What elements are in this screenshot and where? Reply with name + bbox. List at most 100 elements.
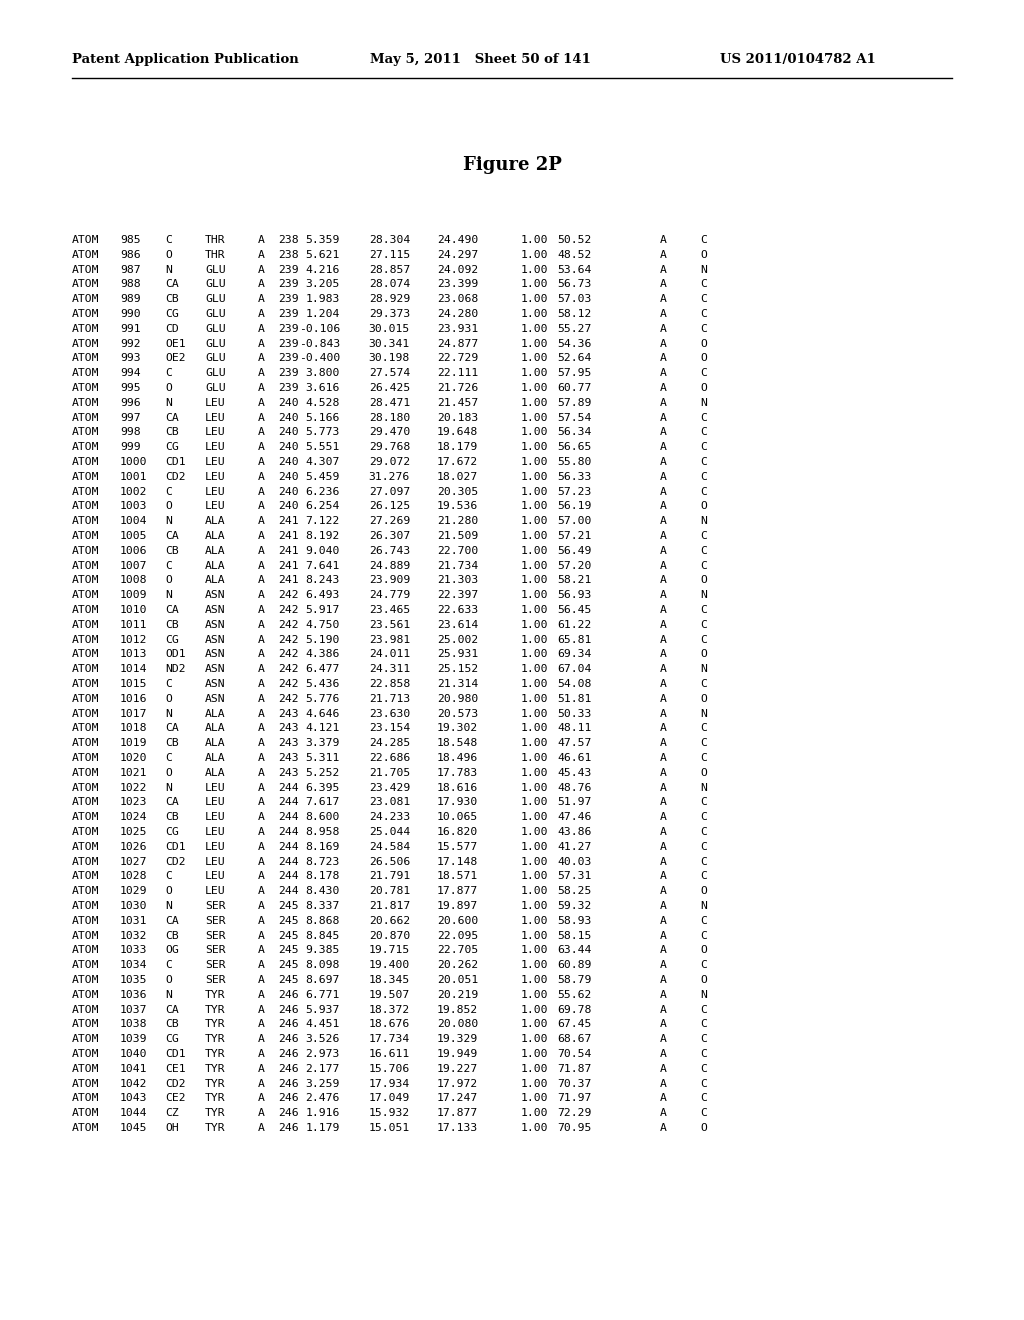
Text: C: C bbox=[700, 871, 707, 882]
Text: 30.341: 30.341 bbox=[369, 339, 410, 348]
Text: 21.457: 21.457 bbox=[437, 397, 478, 408]
Text: C: C bbox=[700, 916, 707, 925]
Text: C: C bbox=[700, 1034, 707, 1044]
Text: LEU: LEU bbox=[205, 442, 225, 453]
Text: 5.459: 5.459 bbox=[305, 471, 340, 482]
Text: 17.049: 17.049 bbox=[369, 1093, 410, 1104]
Text: C: C bbox=[700, 545, 707, 556]
Text: 1.00: 1.00 bbox=[520, 264, 548, 275]
Text: 19.949: 19.949 bbox=[437, 1049, 478, 1059]
Text: 21.303: 21.303 bbox=[437, 576, 478, 585]
Text: 1.00: 1.00 bbox=[520, 249, 548, 260]
Text: C: C bbox=[700, 1093, 707, 1104]
Text: C: C bbox=[165, 487, 172, 496]
Text: 45.43: 45.43 bbox=[558, 768, 592, 777]
Text: 244: 244 bbox=[278, 842, 299, 851]
Text: C: C bbox=[700, 678, 707, 689]
Text: 995: 995 bbox=[120, 383, 140, 393]
Text: A: A bbox=[258, 842, 265, 851]
Text: CB: CB bbox=[165, 294, 179, 304]
Text: O: O bbox=[700, 945, 707, 956]
Text: 30.198: 30.198 bbox=[369, 354, 410, 363]
Text: 1.00: 1.00 bbox=[520, 428, 548, 437]
Text: A: A bbox=[660, 945, 667, 956]
Text: A: A bbox=[258, 738, 265, 748]
Text: 18.616: 18.616 bbox=[437, 783, 478, 792]
Text: LEU: LEU bbox=[205, 428, 225, 437]
Text: 985: 985 bbox=[120, 235, 140, 246]
Text: 1.00: 1.00 bbox=[520, 916, 548, 925]
Text: 21.509: 21.509 bbox=[437, 531, 478, 541]
Text: ATOM: ATOM bbox=[72, 309, 99, 319]
Text: 20.183: 20.183 bbox=[437, 413, 478, 422]
Text: 22.705: 22.705 bbox=[437, 945, 478, 956]
Text: 1.00: 1.00 bbox=[520, 945, 548, 956]
Text: 1.916: 1.916 bbox=[305, 1109, 340, 1118]
Text: LEU: LEU bbox=[205, 886, 225, 896]
Text: 8.243: 8.243 bbox=[305, 576, 340, 585]
Text: N: N bbox=[700, 664, 707, 675]
Text: A: A bbox=[258, 694, 265, 704]
Text: 5.621: 5.621 bbox=[305, 249, 340, 260]
Text: ATOM: ATOM bbox=[72, 635, 99, 644]
Text: ATOM: ATOM bbox=[72, 1005, 99, 1015]
Text: 8.697: 8.697 bbox=[305, 975, 340, 985]
Text: C: C bbox=[165, 960, 172, 970]
Text: 3.526: 3.526 bbox=[305, 1034, 340, 1044]
Text: 54.36: 54.36 bbox=[558, 339, 592, 348]
Text: 22.633: 22.633 bbox=[437, 605, 478, 615]
Text: O: O bbox=[700, 576, 707, 585]
Text: C: C bbox=[700, 280, 707, 289]
Text: 23.429: 23.429 bbox=[369, 783, 410, 792]
Text: A: A bbox=[660, 1093, 667, 1104]
Text: 52.64: 52.64 bbox=[558, 354, 592, 363]
Text: 16.820: 16.820 bbox=[437, 828, 478, 837]
Text: 1.00: 1.00 bbox=[520, 323, 548, 334]
Text: 70.37: 70.37 bbox=[558, 1078, 592, 1089]
Text: 242: 242 bbox=[278, 678, 299, 689]
Text: 29.768: 29.768 bbox=[369, 442, 410, 453]
Text: 4.451: 4.451 bbox=[305, 1019, 340, 1030]
Text: GLU: GLU bbox=[205, 354, 225, 363]
Text: A: A bbox=[660, 709, 667, 718]
Text: 60.89: 60.89 bbox=[558, 960, 592, 970]
Text: 8.723: 8.723 bbox=[305, 857, 340, 867]
Text: 1003: 1003 bbox=[120, 502, 147, 511]
Text: CD: CD bbox=[165, 323, 179, 334]
Text: 244: 244 bbox=[278, 828, 299, 837]
Text: 8.337: 8.337 bbox=[305, 902, 340, 911]
Text: ATOM: ATOM bbox=[72, 620, 99, 630]
Text: 18.027: 18.027 bbox=[437, 471, 478, 482]
Text: 6.477: 6.477 bbox=[305, 664, 340, 675]
Text: A: A bbox=[660, 1049, 667, 1059]
Text: 1.00: 1.00 bbox=[520, 694, 548, 704]
Text: 23.630: 23.630 bbox=[369, 709, 410, 718]
Text: 239: 239 bbox=[278, 383, 299, 393]
Text: GLU: GLU bbox=[205, 294, 225, 304]
Text: C: C bbox=[700, 828, 707, 837]
Text: ATOM: ATOM bbox=[72, 990, 99, 999]
Text: 998: 998 bbox=[120, 428, 140, 437]
Text: N: N bbox=[165, 590, 172, 601]
Text: ATOM: ATOM bbox=[72, 235, 99, 246]
Text: ASN: ASN bbox=[205, 590, 225, 601]
Text: 8.169: 8.169 bbox=[305, 842, 340, 851]
Text: 20.051: 20.051 bbox=[437, 975, 478, 985]
Text: 28.857: 28.857 bbox=[369, 264, 410, 275]
Text: A: A bbox=[258, 354, 265, 363]
Text: 1.00: 1.00 bbox=[520, 842, 548, 851]
Text: A: A bbox=[258, 235, 265, 246]
Text: C: C bbox=[165, 752, 172, 763]
Text: 16.611: 16.611 bbox=[369, 1049, 410, 1059]
Text: 19.715: 19.715 bbox=[369, 945, 410, 956]
Text: CD1: CD1 bbox=[165, 842, 185, 851]
Text: 24.011: 24.011 bbox=[369, 649, 410, 660]
Text: 57.89: 57.89 bbox=[558, 397, 592, 408]
Text: A: A bbox=[258, 783, 265, 792]
Text: 19.400: 19.400 bbox=[369, 960, 410, 970]
Text: 244: 244 bbox=[278, 857, 299, 867]
Text: 1.00: 1.00 bbox=[520, 531, 548, 541]
Text: N: N bbox=[700, 590, 707, 601]
Text: A: A bbox=[660, 694, 667, 704]
Text: 23.614: 23.614 bbox=[437, 620, 478, 630]
